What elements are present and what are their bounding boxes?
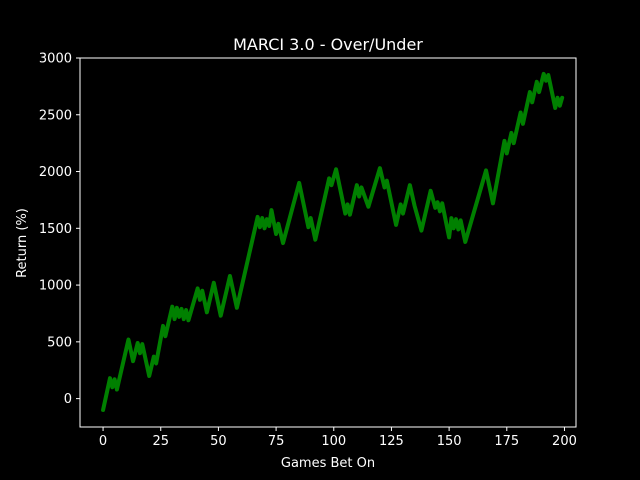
x-axis-label: Games Bet On [281, 456, 375, 471]
x-tick-label: 125 [379, 434, 404, 449]
axes: 0 25 50 75 100 125 150 175 200050010001500200025… [39, 52, 577, 450]
x-tick-label: 175 [494, 434, 519, 449]
y-tick-label: 3000 [39, 52, 72, 67]
y-tick-label: 2500 [39, 108, 72, 123]
x-tick-label: 50 [210, 434, 227, 449]
series-line-0 [101, 71, 565, 412]
y-tick-label: 1500 [39, 222, 72, 237]
x-tick-label: 0 [99, 434, 107, 449]
axes-frame [79, 57, 577, 428]
x-tick-label: 200 [552, 434, 577, 449]
chart-title: MARCI 3.0 - Over/Under [233, 35, 423, 54]
x-tick-label: 75 [268, 434, 285, 449]
y-tick-label: 2000 [39, 165, 72, 180]
y-tick-label: 0 [64, 392, 72, 407]
plot-area [101, 71, 565, 412]
x-tick-label: 25 [152, 434, 169, 449]
y-tick-label: 1000 [39, 279, 72, 294]
y-tick-label: 500 [47, 335, 72, 350]
y-axis-label: Return (%) [15, 208, 30, 278]
x-tick-label: 100 [321, 434, 346, 449]
x-tick-label: 150 [437, 434, 462, 449]
